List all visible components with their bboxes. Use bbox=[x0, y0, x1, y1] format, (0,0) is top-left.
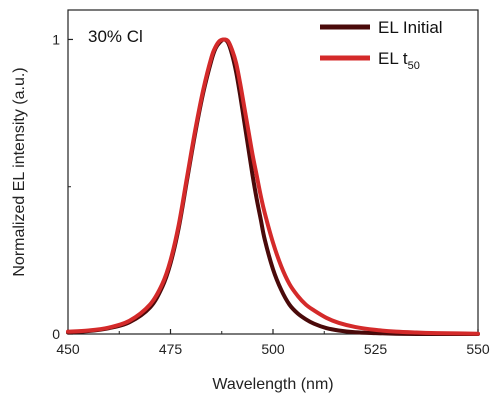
plot-frame bbox=[67, 9, 479, 335]
x-tick-label-500: 500 bbox=[261, 341, 285, 357]
y-tick-label-1: 1 bbox=[52, 31, 60, 47]
axis-ticks: 450 475 500 525 550 0 1 bbox=[52, 31, 490, 357]
legend-label-el-t50-main: EL t bbox=[378, 49, 408, 68]
x-tick-label-475: 475 bbox=[159, 341, 183, 357]
x-tick-label-550: 550 bbox=[466, 341, 490, 357]
annotation-label: 30% Cl bbox=[88, 27, 143, 46]
x-axis-label: Wavelength (nm) bbox=[212, 376, 333, 393]
legend-label-el-t50: EL t50 bbox=[378, 49, 420, 72]
legend-label-el-initial: EL Initial bbox=[378, 18, 443, 37]
series-line-el-t50 bbox=[66, 37, 480, 336]
legend: EL Initial EL t50 bbox=[320, 18, 443, 72]
legend-label-el-t50-sub: 50 bbox=[408, 60, 420, 72]
series-line-el-initial bbox=[66, 37, 480, 337]
y-tick-label-0: 0 bbox=[52, 326, 60, 342]
x-tick-label-525: 525 bbox=[364, 341, 388, 357]
series-lines bbox=[66, 37, 480, 337]
y-axis-label: Normalized EL intensity (a.u.) bbox=[11, 67, 28, 276]
x-tick-label-450: 450 bbox=[56, 341, 80, 357]
